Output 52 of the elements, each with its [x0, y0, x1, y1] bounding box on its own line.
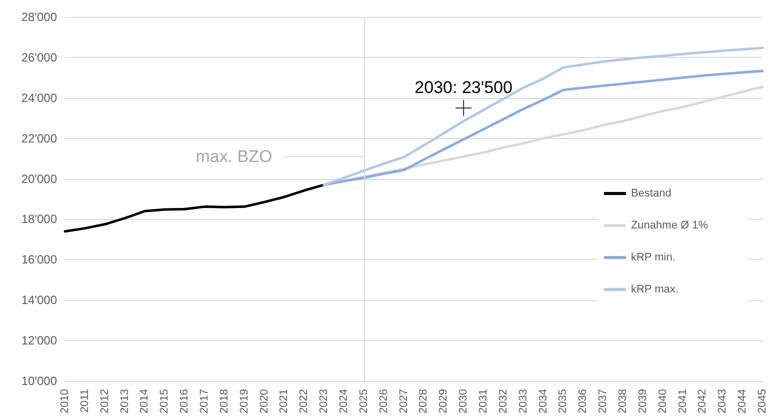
- x-tick-label: 2041: [676, 389, 689, 414]
- x-tick-label: 2032: [497, 389, 510, 414]
- ref-line-label: max. BZO: [196, 147, 272, 166]
- legend-label: Zunahme Ø 1%: [630, 220, 708, 232]
- y-tick-label: 10'000: [21, 374, 58, 388]
- y-tick-label: 18'000: [21, 212, 58, 226]
- x-tick-label: 2031: [478, 389, 490, 414]
- x-tick-label: 2037: [597, 389, 610, 414]
- y-tick-label: 26'000: [21, 50, 58, 64]
- x-tick-label: 2039: [636, 389, 649, 414]
- x-tick-label: 2016: [178, 389, 191, 414]
- x-tick-label: 2036: [577, 389, 590, 414]
- x-tick-label: 2026: [378, 389, 390, 414]
- x-tick-label: 2018: [218, 389, 230, 414]
- x-tick-label: 2019: [238, 389, 250, 414]
- x-tick-label: 2035: [557, 389, 570, 414]
- x-tick-label: 2040: [656, 389, 669, 414]
- legend-label: kRP min.: [630, 252, 676, 264]
- x-tick-label: 2038: [617, 389, 629, 414]
- x-tick-label: 2020: [258, 389, 270, 414]
- x-tick-label: 2011: [78, 389, 91, 413]
- y-tick-label: 22'000: [21, 131, 58, 146]
- x-tick-label: 2017: [198, 389, 210, 414]
- x-tick-label: 2028: [418, 389, 430, 414]
- x-tick-label: 2013: [118, 389, 131, 414]
- y-tick-label: 16'000: [21, 252, 58, 267]
- legend-label: Bestand: [630, 188, 672, 200]
- y-tick-label: 24'000: [21, 90, 58, 105]
- annotation: 2030: 23'500: [414, 78, 512, 97]
- x-tick-label: 2044: [736, 389, 749, 414]
- x-tick-label: 2010: [59, 389, 71, 414]
- x-tick-label: 2027: [398, 389, 410, 414]
- x-tick-label: 2022: [298, 389, 310, 414]
- x-tick-label: 2023: [318, 389, 330, 414]
- x-tick-label: 2042: [696, 389, 709, 414]
- x-tick-label: 2025: [358, 389, 370, 414]
- x-tick-label: 2045: [756, 389, 768, 414]
- y-tick-label: 12'000: [21, 334, 58, 348]
- x-tick-label: 2021: [278, 389, 290, 414]
- x-tick-label: 2043: [716, 389, 729, 414]
- x-tick-label: 2024: [338, 389, 350, 414]
- x-tick-label: 2012: [98, 389, 111, 414]
- y-tick-label: 14'000: [21, 293, 58, 308]
- x-tick-label: 2030: [458, 389, 470, 414]
- x-tick-label: 2014: [138, 389, 151, 414]
- x-tick-label: 2029: [438, 389, 450, 414]
- x-tick-label: 2034: [537, 389, 550, 414]
- x-tick-label: 2033: [517, 389, 530, 414]
- x-tick-label: 2015: [158, 389, 171, 414]
- y-tick-label: 28'000: [21, 10, 58, 24]
- y-tick-label: 20'000: [21, 172, 58, 186]
- legend-label: kRP max.: [630, 284, 678, 296]
